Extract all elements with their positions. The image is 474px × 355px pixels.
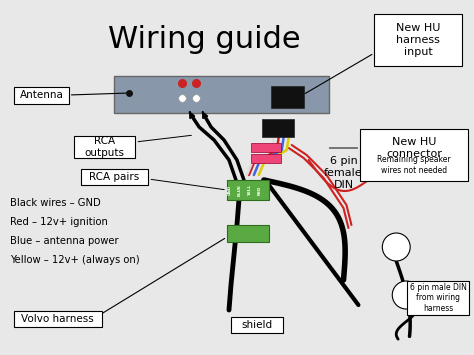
Text: Volvo harness: Volvo harness [21, 314, 94, 324]
Text: 6 pin
female
DIN: 6 pin female DIN [324, 157, 363, 190]
Text: shield: shield [241, 320, 273, 330]
Text: Wiring guide: Wiring guide [108, 25, 301, 54]
Text: Antenna: Antenna [20, 90, 64, 100]
Bar [271, 86, 304, 108]
FancyBboxPatch shape [73, 136, 136, 158]
Text: Black wires – GND: Black wires – GND [10, 198, 100, 208]
Text: Red – 12v+ ignition: Red – 12v+ ignition [10, 217, 108, 227]
FancyBboxPatch shape [231, 317, 283, 333]
FancyBboxPatch shape [407, 281, 469, 315]
Text: RCA
outputs: RCA outputs [84, 136, 125, 158]
Text: GND: GND [228, 185, 232, 195]
Text: 6 pin male DIN
from wiring
harness: 6 pin male DIN from wiring harness [410, 283, 466, 313]
Bar [360, 129, 468, 181]
Bar [262, 119, 294, 137]
Text: BLUE: BLUE [238, 184, 242, 196]
Bar [115, 76, 328, 113]
Text: RED: RED [258, 185, 262, 195]
Circle shape [392, 281, 420, 309]
Text: Yellow – 12v+ (always on): Yellow – 12v+ (always on) [10, 255, 139, 265]
Circle shape [383, 233, 410, 261]
Text: New HU
connector: New HU connector [386, 137, 442, 159]
Bar [227, 225, 269, 242]
FancyBboxPatch shape [374, 14, 462, 66]
FancyBboxPatch shape [14, 311, 101, 327]
Text: YELL: YELL [248, 185, 252, 196]
Text: Remaining speaker
wires not needed: Remaining speaker wires not needed [377, 155, 451, 175]
FancyBboxPatch shape [81, 169, 148, 185]
Bar [251, 154, 281, 163]
Text: New HU
harness
input: New HU harness input [396, 23, 440, 56]
Text: Blue – antenna power: Blue – antenna power [10, 236, 118, 246]
FancyBboxPatch shape [14, 87, 69, 104]
Bar [227, 180, 269, 200]
Text: RCA pairs: RCA pairs [90, 172, 140, 182]
Bar [251, 143, 281, 152]
